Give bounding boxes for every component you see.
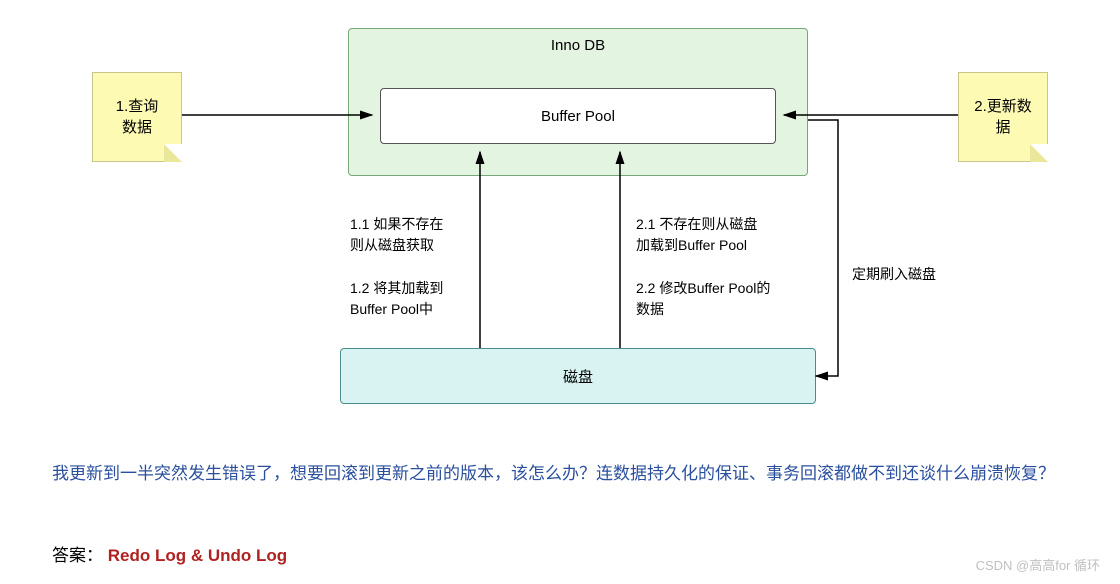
answer-value: Redo Log & Undo Log <box>108 546 287 565</box>
note-query-text: 1.查询数据 <box>116 96 159 138</box>
disk-label: 磁盘 <box>563 366 593 387</box>
note-query: 1.查询数据 <box>92 72 182 162</box>
buffer-pool-box: Buffer Pool <box>380 88 776 144</box>
disk-box: 磁盘 <box>340 348 816 404</box>
innodb-title: Inno DB <box>349 29 807 58</box>
label-flush: 定期刷入磁盘 <box>852 264 936 285</box>
label-2-2: 2.2 修改Buffer Pool的数据 <box>636 278 770 320</box>
answer-label: 答案： <box>52 546 103 565</box>
label-1-2: 1.2 将其加载到Buffer Pool中 <box>350 278 443 320</box>
answer-line: 答案： Redo Log & Undo Log <box>52 540 287 572</box>
note-update: 2.更新数据 <box>958 72 1048 162</box>
arrow-buffer-to-disk-flush <box>808 120 838 376</box>
watermark: CSDN @高高for 循环 <box>976 555 1100 574</box>
label-1-1: 1.1 如果不存在则从磁盘获取 <box>350 214 443 256</box>
architecture-diagram: 1.查询数据 2.更新数据 Inno DB Buffer Pool 磁盘 1.1… <box>0 0 1120 440</box>
label-2-1: 2.1 不存在则从磁盘加载到Buffer Pool <box>636 214 757 256</box>
note-update-text: 2.更新数据 <box>974 96 1032 138</box>
buffer-pool-label: Buffer Pool <box>541 108 615 125</box>
question-text: 我更新到一半突然发生错误了，想要回滚到更新之前的版本，该怎么办？连数据持久化的保… <box>52 458 1068 490</box>
